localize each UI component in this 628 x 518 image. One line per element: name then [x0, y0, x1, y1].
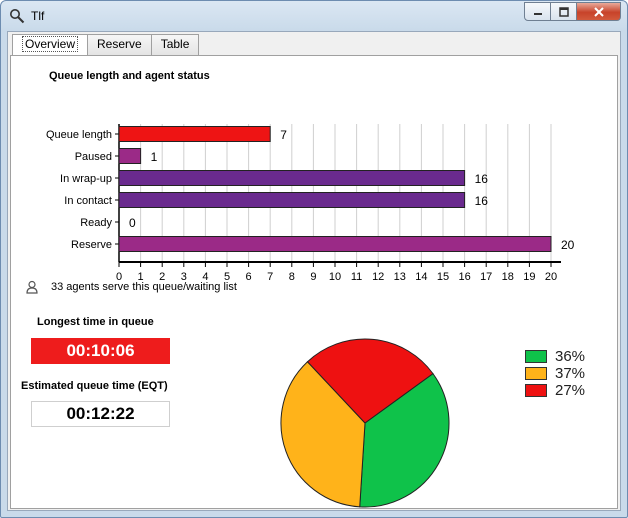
bar	[118, 126, 271, 142]
bar	[118, 170, 466, 186]
x-tick-label: 10	[329, 271, 341, 283]
bar-value-label: 16	[475, 172, 489, 186]
category-label: Ready	[80, 217, 112, 229]
category-label: Paused	[75, 151, 112, 163]
tab-reserve[interactable]: Reserve	[87, 34, 152, 55]
x-tick-label: 19	[523, 271, 535, 283]
x-tick-label: 12	[372, 271, 384, 283]
legend-label: 36%	[555, 348, 586, 365]
chart-title: Queue length and agent status	[49, 70, 210, 82]
x-tick-label: 15	[437, 271, 449, 283]
bar-value-label: 7	[280, 128, 287, 142]
x-tick-label: 4	[202, 271, 208, 283]
user-icon	[26, 280, 38, 294]
legend-item: 37%	[525, 365, 585, 382]
client-area: Overview Reserve Table Queue length and …	[7, 31, 621, 511]
bar	[118, 192, 466, 208]
x-tick-label: 18	[502, 271, 514, 283]
bar-value-label: 20	[561, 238, 575, 252]
eqt-value: 00:12:22	[31, 401, 170, 427]
window-title: Tlf	[31, 9, 45, 23]
tab-table-label: Table	[160, 37, 190, 51]
agents-row: 33 agents serve this queue/waiting list	[25, 280, 237, 294]
category-label: Reserve	[71, 239, 112, 251]
tab-table[interactable]: Table	[150, 34, 200, 55]
x-tick-label: 13	[394, 271, 406, 283]
x-tick-label: 14	[415, 271, 427, 283]
x-tick-label: 3	[181, 271, 187, 283]
search-icon	[10, 9, 25, 24]
legend-item: 27%	[525, 382, 585, 399]
maximize-icon	[558, 6, 569, 17]
x-tick-label: 8	[289, 271, 295, 283]
x-tick-label: 6	[246, 271, 252, 283]
category-label: In wrap-up	[60, 173, 112, 185]
minimize-icon	[533, 12, 542, 15]
x-tick-label: 5	[224, 271, 230, 283]
category-label: In contact	[64, 195, 112, 207]
close-icon	[593, 6, 604, 17]
longest-time-label: Longest time in queue	[37, 316, 154, 328]
eqt-label: Estimated queue time (EQT)	[21, 380, 168, 392]
x-tick-label: 11	[351, 271, 362, 283]
legend-swatch	[525, 384, 547, 397]
bar-value-label: 16	[475, 194, 489, 208]
queue-pie-chart	[280, 338, 450, 508]
x-tick-label: 17	[480, 271, 492, 283]
x-tick-label: 2	[159, 271, 165, 283]
tab-reserve-label: Reserve	[97, 37, 142, 51]
pie-slice	[280, 361, 366, 508]
pie-legend: 36% 37% 27%	[525, 348, 585, 399]
x-tick-label: 16	[458, 271, 470, 283]
close-button[interactable]	[577, 2, 621, 21]
pie-slice	[306, 338, 434, 424]
bar-value-label: 0	[129, 216, 136, 230]
tab-overview[interactable]: Overview	[12, 34, 89, 56]
title-bar[interactable]: Tlf	[1, 1, 627, 31]
bar-value-label: 1	[151, 150, 158, 164]
maximize-button[interactable]	[551, 2, 577, 21]
category-label: Queue length	[46, 129, 112, 141]
x-tick-label: 1	[138, 271, 144, 283]
longest-time-value: 00:10:06	[31, 338, 170, 364]
minimize-button[interactable]	[524, 2, 551, 21]
legend-item: 36%	[525, 348, 585, 365]
x-tick-label: 20	[545, 271, 557, 283]
legend-label: 27%	[555, 382, 586, 399]
x-tick-label: 7	[267, 271, 273, 283]
tab-overview-label: Overview	[22, 36, 79, 52]
bar	[118, 148, 142, 164]
agents-text: 33 agents serve this queue/waiting list	[51, 281, 237, 293]
bar	[118, 236, 552, 252]
legend-swatch	[525, 367, 547, 380]
x-tick-label: 9	[310, 271, 316, 283]
legend-swatch	[525, 350, 547, 363]
pie-slice	[359, 372, 450, 508]
x-tick-label: 0	[116, 271, 122, 283]
tab-strip: Overview Reserve Table	[12, 34, 200, 56]
legend-label: 37%	[555, 365, 586, 382]
